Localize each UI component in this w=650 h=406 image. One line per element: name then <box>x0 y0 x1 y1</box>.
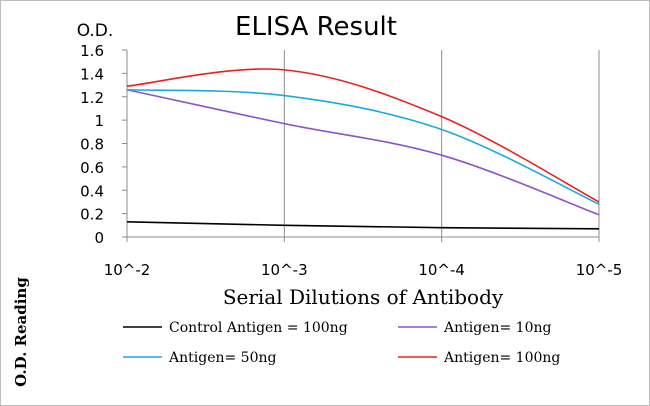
legend: Control Antigen = 100ng Antigen= 10ng Anti… <box>123 320 560 366</box>
x-tick-labels: 10^-2 10^-3 10^-4 10^-5 <box>104 261 623 279</box>
legend-label: Antigen= 100ng <box>443 350 560 366</box>
series-line <box>126 88 600 216</box>
y-axis-top-label: O.D. <box>77 21 114 41</box>
chart-title: ELISA Result <box>235 12 397 42</box>
x-tick-label: 10^-2 <box>104 261 151 279</box>
y-tick-label: 0.8 <box>80 136 104 154</box>
y-tick-label: 0.4 <box>80 182 104 200</box>
legend-label: Antigen= 10ng <box>443 320 552 336</box>
grid-lines <box>283 50 600 237</box>
series-line <box>126 221 600 230</box>
x-tick-label: 10^-3 <box>261 261 308 279</box>
y-tick-label: 1.6 <box>80 42 104 60</box>
x-tick-label: 10^-4 <box>418 261 465 279</box>
y-tick-label: 1.2 <box>80 89 104 107</box>
y-tick-label: 1.4 <box>80 65 104 83</box>
y-tick-label: 0.6 <box>80 159 104 177</box>
y-tick-label: 0 <box>94 229 104 247</box>
series-line <box>126 68 600 203</box>
y-tick-labels: 0 0.2 0.4 0.6 0.8 1 1.2 1.4 1.6 <box>80 42 104 247</box>
axes <box>122 49 600 242</box>
x-axis-label: Serial Dilutions of Antibody <box>223 285 504 309</box>
legend-label: Antigen= 50ng <box>168 350 277 366</box>
legend-label: Control Antigen = 100ng <box>169 320 348 336</box>
y-tick-label: 0.2 <box>80 206 104 224</box>
y-tick-label: 1 <box>94 112 104 130</box>
series-lines <box>126 68 600 230</box>
series-line <box>126 88 600 205</box>
x-tick-label: 10^-5 <box>576 261 623 279</box>
y-axis-side-label: O.D. Reading <box>12 277 30 387</box>
